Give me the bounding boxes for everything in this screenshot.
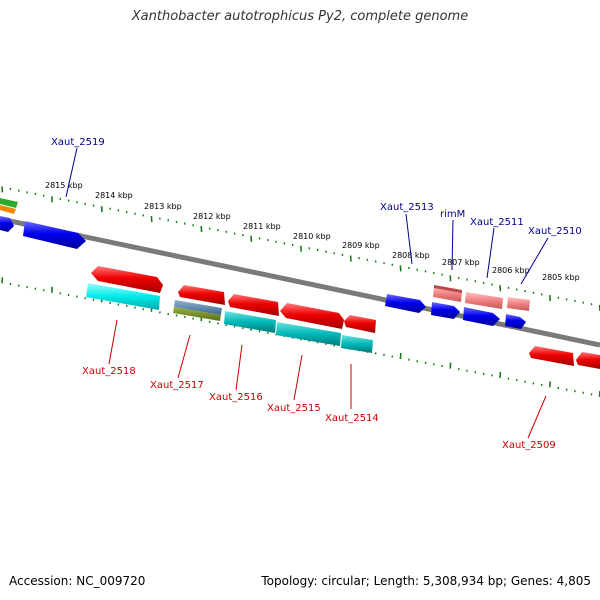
- scale-label: 2811 kbp: [243, 222, 281, 231]
- leader-lines: [65, 147, 549, 439]
- gene-label-xaut-2511[interactable]: Xaut_2511: [470, 217, 524, 228]
- gene-arrow-rimM-band[interactable]: [434, 285, 462, 293]
- gene-arrow-orange-edge[interactable]: [0, 205, 16, 214]
- scale-label: 2814 kbp: [95, 191, 133, 200]
- gene-label-xaut-2516[interactable]: Xaut_2516: [209, 392, 263, 403]
- leader-line: [527, 395, 547, 439]
- gene-label-xaut-2510[interactable]: Xaut_2510: [528, 226, 582, 237]
- gene-label-xaut-2518[interactable]: Xaut_2518: [82, 366, 136, 377]
- leader-line: [293, 354, 303, 401]
- gene-arrow-xaut-2509-a[interactable]: [529, 346, 574, 366]
- scale-label: 2807 kbp: [442, 258, 480, 267]
- gene-arrow-xaut-2515-red[interactable]: [280, 303, 344, 329]
- forward-labels: Xaut_2519 Xaut_2513 rimM Xaut_2511 Xaut_…: [51, 137, 582, 237]
- accession-label: Accession: NC_009720: [9, 574, 146, 588]
- gene-arrow-xaut-2512[interactable]: [431, 302, 460, 319]
- gene-label-xaut-2517[interactable]: Xaut_2517: [150, 380, 204, 391]
- gene-arrow-xaut-2510[interactable]: [505, 314, 526, 329]
- reverse-genes: [86, 266, 600, 369]
- gene-label-xaut-2515[interactable]: Xaut_2515: [267, 403, 321, 414]
- gene-arrow-xaut-2516-teal[interactable]: [224, 311, 276, 333]
- scale-label: 2813 kbp: [144, 202, 182, 211]
- gene-arrow-xaut-2517-steel[interactable]: [174, 300, 222, 315]
- genome-title: Xanthobacter autotrophicus Py2, complete…: [131, 9, 469, 24]
- gene-arrow-xaut-2511[interactable]: [463, 307, 500, 326]
- leader-line: [451, 219, 454, 271]
- leader-line: [177, 334, 191, 379]
- gene-arrow-xaut-2516-red[interactable]: [228, 294, 279, 316]
- gene-arrow-pink-2[interactable]: [465, 292, 503, 309]
- scale-labels: 2815 kbp 2814 kbp 2813 kbp 2812 kbp 2811…: [45, 181, 580, 282]
- genome-summary: Topology: circular; Length: 5,308,934 bp…: [261, 574, 591, 588]
- gene-label-rimM[interactable]: rimM: [440, 209, 465, 220]
- gene-arrow-pink-3[interactable]: [507, 297, 530, 311]
- gene-arrow-xaut-2513[interactable]: [385, 294, 426, 313]
- scale-label: 2810 kbp: [293, 232, 331, 241]
- outer-ticks: [1, 186, 600, 311]
- gene-arrow-xaut-2515-teal[interactable]: [276, 322, 341, 346]
- leader-line: [235, 344, 243, 391]
- gene-arrow-xaut-2518-red[interactable]: [91, 266, 163, 293]
- scale-label: 2805 kbp: [542, 273, 580, 282]
- leader-line: [520, 237, 549, 285]
- gene-label-xaut-2509[interactable]: Xaut_2509: [502, 440, 556, 451]
- gene-arrow-xaut-2517-red[interactable]: [178, 285, 225, 305]
- scale-label: 2809 kbp: [342, 241, 380, 250]
- gene-arrow-xaut-2514-teal[interactable]: [341, 335, 373, 353]
- leader-line: [405, 213, 413, 265]
- gene-arrow-xaut-2518-cyan[interactable]: [86, 283, 160, 310]
- gene-arrow-xaut-2509-b[interactable]: [576, 352, 600, 369]
- leader-line: [65, 147, 78, 198]
- gene-arrow-blue-edge[interactable]: [0, 216, 14, 232]
- reverse-labels: Xaut_2518 Xaut_2517 Xaut_2516 Xaut_2515 …: [82, 366, 556, 451]
- forward-genes: [0, 198, 530, 329]
- scale-label: 2815 kbp: [45, 181, 83, 190]
- leader-line: [108, 319, 118, 365]
- gene-label-xaut-2519[interactable]: Xaut_2519: [51, 137, 105, 148]
- scale-label: 2806 kbp: [492, 266, 530, 275]
- gene-label-xaut-2513[interactable]: Xaut_2513: [380, 202, 434, 213]
- gene-label-xaut-2514[interactable]: Xaut_2514: [325, 413, 379, 424]
- gene-arrow-green-edge[interactable]: [0, 198, 18, 208]
- leader-line: [486, 227, 495, 279]
- gene-arrow-xaut-2519[interactable]: [23, 221, 86, 249]
- scale-label: 2812 kbp: [193, 212, 231, 221]
- gene-arrow-xaut-2514-red[interactable]: [344, 315, 376, 333]
- gene-arrow-xaut-2517-olive[interactable]: [173, 307, 221, 321]
